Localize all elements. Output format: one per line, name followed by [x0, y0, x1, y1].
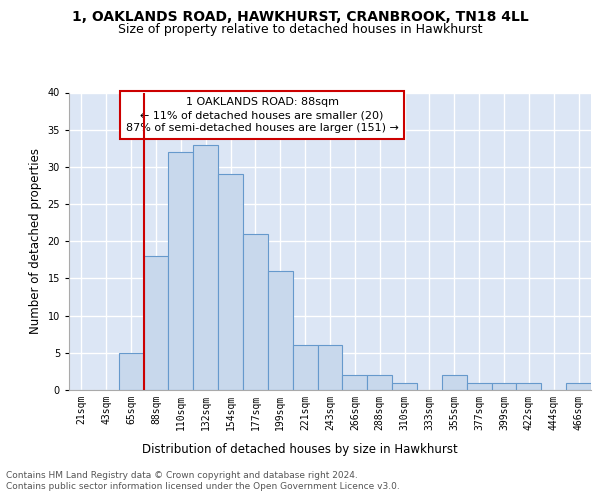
Bar: [293, 346, 317, 390]
Bar: [392, 382, 417, 390]
Bar: [317, 346, 343, 390]
Text: Size of property relative to detached houses in Hawkhurst: Size of property relative to detached ho…: [118, 22, 482, 36]
Bar: [517, 382, 541, 390]
Text: Distribution of detached houses by size in Hawkhurst: Distribution of detached houses by size …: [142, 442, 458, 456]
Text: Contains HM Land Registry data © Crown copyright and database right 2024.: Contains HM Land Registry data © Crown c…: [6, 471, 358, 480]
Text: 1 OAKLANDS ROAD: 88sqm
← 11% of detached houses are smaller (20)
87% of semi-det: 1 OAKLANDS ROAD: 88sqm ← 11% of detached…: [126, 97, 398, 134]
Bar: [193, 144, 218, 390]
Text: Contains public sector information licensed under the Open Government Licence v3: Contains public sector information licen…: [6, 482, 400, 491]
Bar: [218, 174, 243, 390]
Bar: [119, 353, 143, 390]
Bar: [143, 256, 169, 390]
Bar: [467, 382, 491, 390]
Text: 1, OAKLANDS ROAD, HAWKHURST, CRANBROOK, TN18 4LL: 1, OAKLANDS ROAD, HAWKHURST, CRANBROOK, …: [71, 10, 529, 24]
Bar: [169, 152, 193, 390]
Bar: [566, 382, 591, 390]
Bar: [367, 375, 392, 390]
Bar: [268, 271, 293, 390]
Bar: [343, 375, 367, 390]
Bar: [243, 234, 268, 390]
Y-axis label: Number of detached properties: Number of detached properties: [29, 148, 42, 334]
Bar: [442, 375, 467, 390]
Bar: [491, 382, 517, 390]
